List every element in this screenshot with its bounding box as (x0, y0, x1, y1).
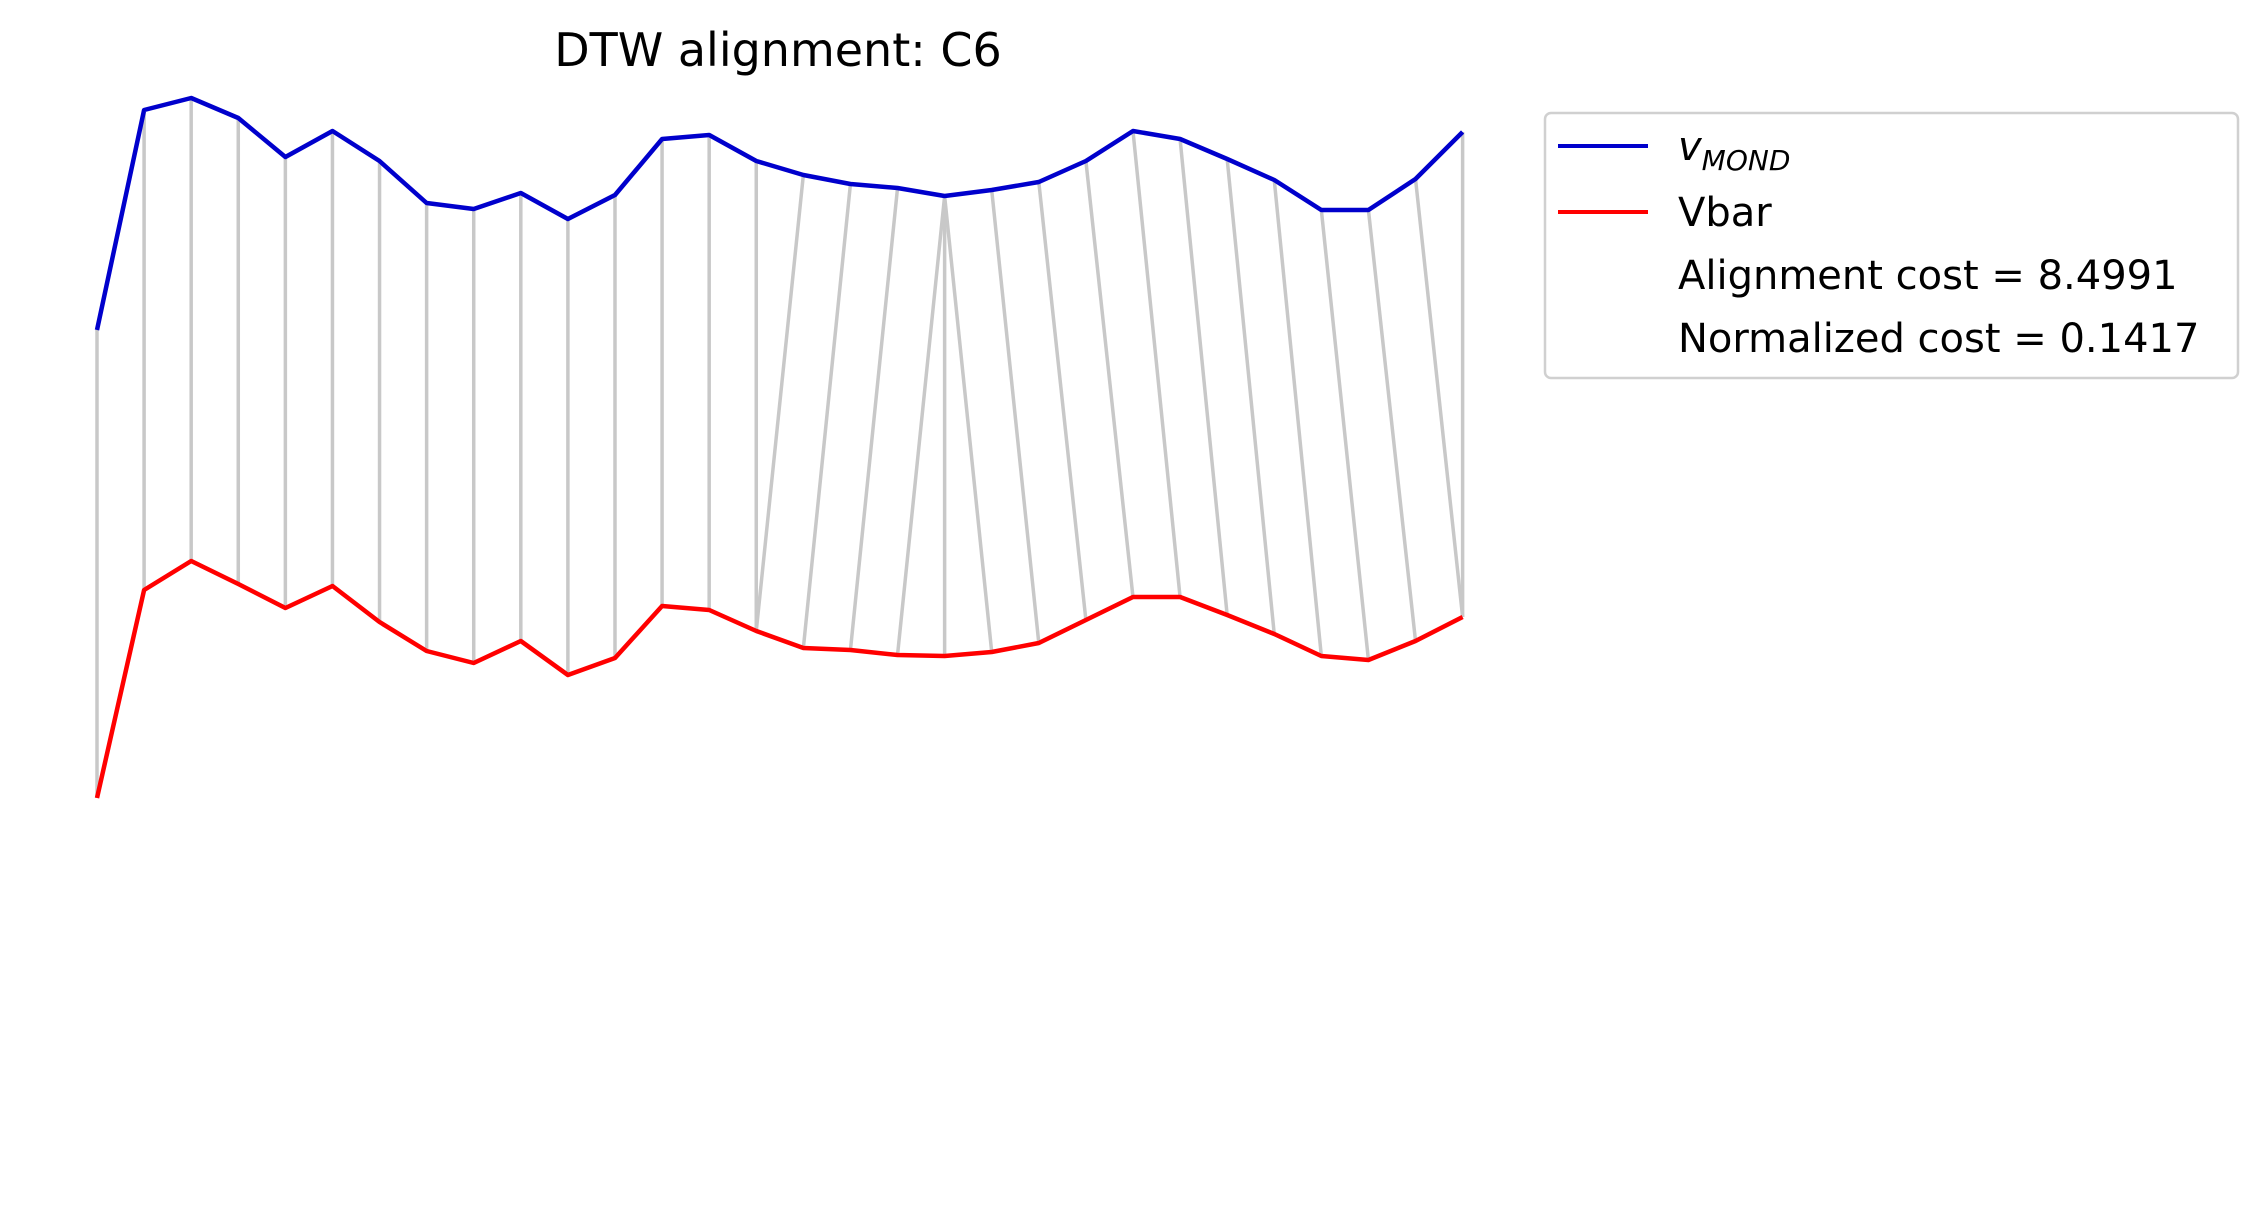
series-line-1 (94, 558, 1464, 799)
alignment-line-20 (942, 195, 994, 653)
alignment-line-27 (1272, 179, 1324, 657)
alignment-line-22 (1037, 181, 1088, 621)
legend-label-series-0-base: v (1678, 124, 1703, 170)
series-line-0 (94, 95, 1465, 331)
alignment-line-21 (989, 189, 1041, 644)
legend-frame (1543, 111, 2240, 380)
alignment-line-17 (848, 187, 900, 651)
alignment-line-28 (1319, 209, 1371, 661)
legend: vMOND Vbar Alignment cost = 8.4991 Norma… (1543, 111, 2240, 380)
alignment-lines (95, 98, 1465, 798)
legend-label-series-0: vMOND (1678, 124, 1790, 177)
alignment-line-29 (1366, 209, 1418, 642)
legend-label-series-0-subscript: MOND (1702, 144, 1791, 177)
legend-label-series-1: Vbar (1678, 190, 1772, 236)
legend-note-normalized-cost: Normalized cost = 0.1417 (1678, 316, 2199, 362)
alignment-line-16 (801, 183, 853, 649)
chart-title: DTW alignment: C6 (554, 23, 1002, 77)
alignment-line-24 (1131, 130, 1182, 598)
alignment-line-18 (895, 195, 947, 656)
alignment-line-25 (1178, 138, 1229, 616)
alignment-line-15 (754, 174, 806, 632)
legend-note-alignment-cost: Alignment cost = 8.4991 (1678, 253, 2178, 299)
alignment-line-23 (1084, 160, 1135, 598)
alignment-line-26 (1225, 158, 1276, 635)
alignment-line-30 (1413, 178, 1465, 618)
series-lines (94, 95, 1465, 799)
